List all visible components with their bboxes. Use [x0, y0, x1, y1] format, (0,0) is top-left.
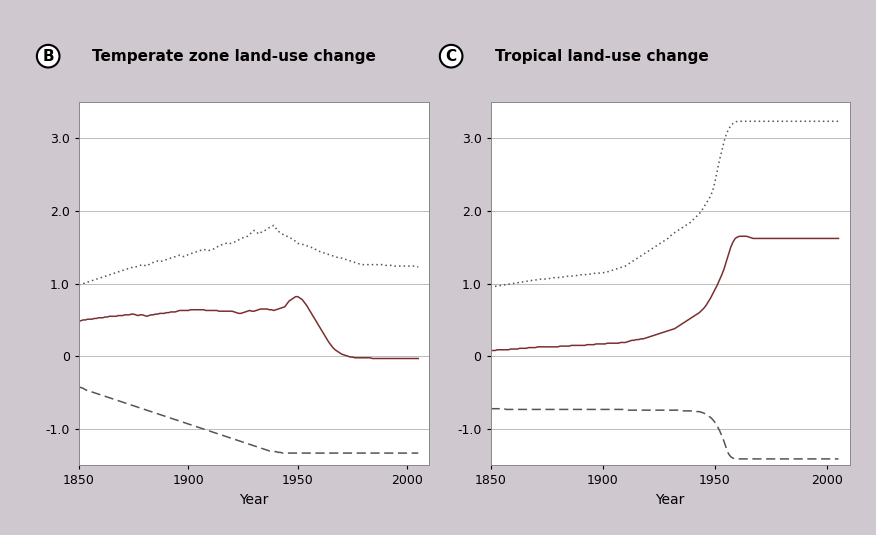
X-axis label: Year: Year: [239, 493, 269, 507]
X-axis label: Year: Year: [655, 493, 685, 507]
Text: C: C: [446, 49, 456, 64]
Text: Tropical land-use change: Tropical land-use change: [495, 49, 709, 64]
Text: Temperate zone land-use change: Temperate zone land-use change: [92, 49, 376, 64]
Text: B: B: [42, 49, 54, 64]
